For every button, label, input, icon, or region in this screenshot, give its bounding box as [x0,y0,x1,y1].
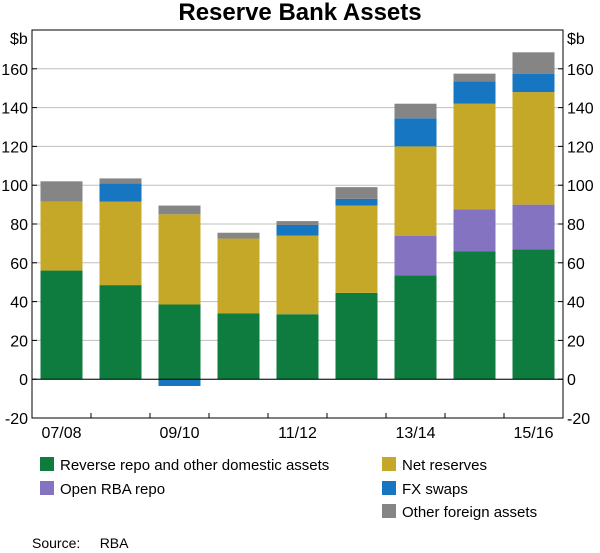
bar-segment [158,304,201,380]
x-tick-label: 11/12 [278,425,317,442]
bar-segment [99,178,142,184]
y-unit-left: $b [10,31,28,48]
bar-segment [217,232,260,239]
bar-segment [453,251,496,380]
y-tick-label-left: 160 [1,62,28,79]
y-tick-label-left: 40 [10,295,28,312]
y-tick-label-left: -20 [5,411,28,428]
y-tick-label-left: 120 [1,139,28,156]
y-tick-label-right: -20 [567,411,590,428]
y-unit-right: $b [567,31,585,48]
x-tick-label: 07/08 [41,425,81,442]
y-tick-label-right: 80 [567,217,585,234]
y-tick-label-left: 60 [10,256,28,273]
bar-segment [158,379,201,386]
bar-segment [158,205,201,215]
bar-segment [99,183,142,202]
x-tick-label: 09/10 [159,425,199,442]
bar-segment [394,275,437,380]
legend-swatch [40,481,54,495]
legend-label: Open RBA repo [60,481,165,498]
y-tick-label-right: 40 [567,295,585,312]
y-tick-label-left: 0 [19,372,28,389]
y-tick-label-right: 20 [567,333,585,350]
bar-segment [453,81,496,104]
legend-label: Reverse repo and other domestic assets [60,457,329,474]
chart-title: Reserve Bank Assets [178,0,421,26]
bar-segment [217,238,260,314]
bar-segment [453,209,496,252]
bar-segment [217,313,260,380]
y-tick-label-right: 0 [567,372,576,389]
legend-label: FX swaps [402,481,468,498]
bar-segment [40,201,83,271]
y-tick-label-right: 60 [567,256,585,273]
bar-segment [512,73,555,93]
legend-label: Other foreign assets [402,504,537,521]
x-tick-label: 15/16 [513,425,553,442]
bars [40,52,555,386]
bar-segment [394,146,437,236]
y-axis-left: -20 0 20 40 60 80 100 120 140 160 [1,62,37,428]
bar-segment [99,201,142,286]
legend-swatch [382,457,396,471]
legend-swatch [382,504,396,518]
bar-segment [512,52,555,74]
bar-segment [335,187,378,199]
y-tick-label-right: 120 [567,139,594,156]
bar-segment [394,235,437,276]
bar-segment [158,214,201,305]
bar-segment [394,118,437,147]
y-tick-label-right: 160 [567,62,594,79]
y-tick-label-right: 140 [567,101,594,118]
y-tick-label-right: 100 [567,178,594,195]
y-tick-label-left: 100 [1,178,28,195]
legend-swatch [40,457,54,471]
source-note: Source: RBA [32,535,129,551]
legend-swatch [382,481,396,495]
bar-segment [276,224,319,236]
bar-segment [276,314,319,380]
y-axis-right: -20 0 20 40 60 80 100 120 140 160 [558,62,594,428]
bar-segment [335,198,378,206]
bar-segment [512,249,555,380]
bar-segment [40,181,83,202]
bar-segment [99,285,142,380]
bar-segment [394,103,437,119]
bar-segment [453,103,496,210]
y-tick-label-left: 80 [10,217,28,234]
x-tick-label: 13/14 [395,425,435,442]
bar-segment [335,205,378,293]
y-tick-label-left: 140 [1,101,28,118]
bar-segment [453,73,496,82]
y-tick-label-left: 20 [10,333,28,350]
x-axis: 07/08 09/10 11/12 13/14 15/16 [41,413,554,442]
bar-segment [335,292,378,380]
bar-segment [40,270,83,380]
bar-segment [276,235,319,315]
legend-label: Net reserves [402,457,487,474]
bar-segment [512,92,555,205]
bar-segment [276,221,319,225]
bar-segment [512,204,555,250]
legend: Reverse repo and other domestic assets Ne… [40,457,537,521]
